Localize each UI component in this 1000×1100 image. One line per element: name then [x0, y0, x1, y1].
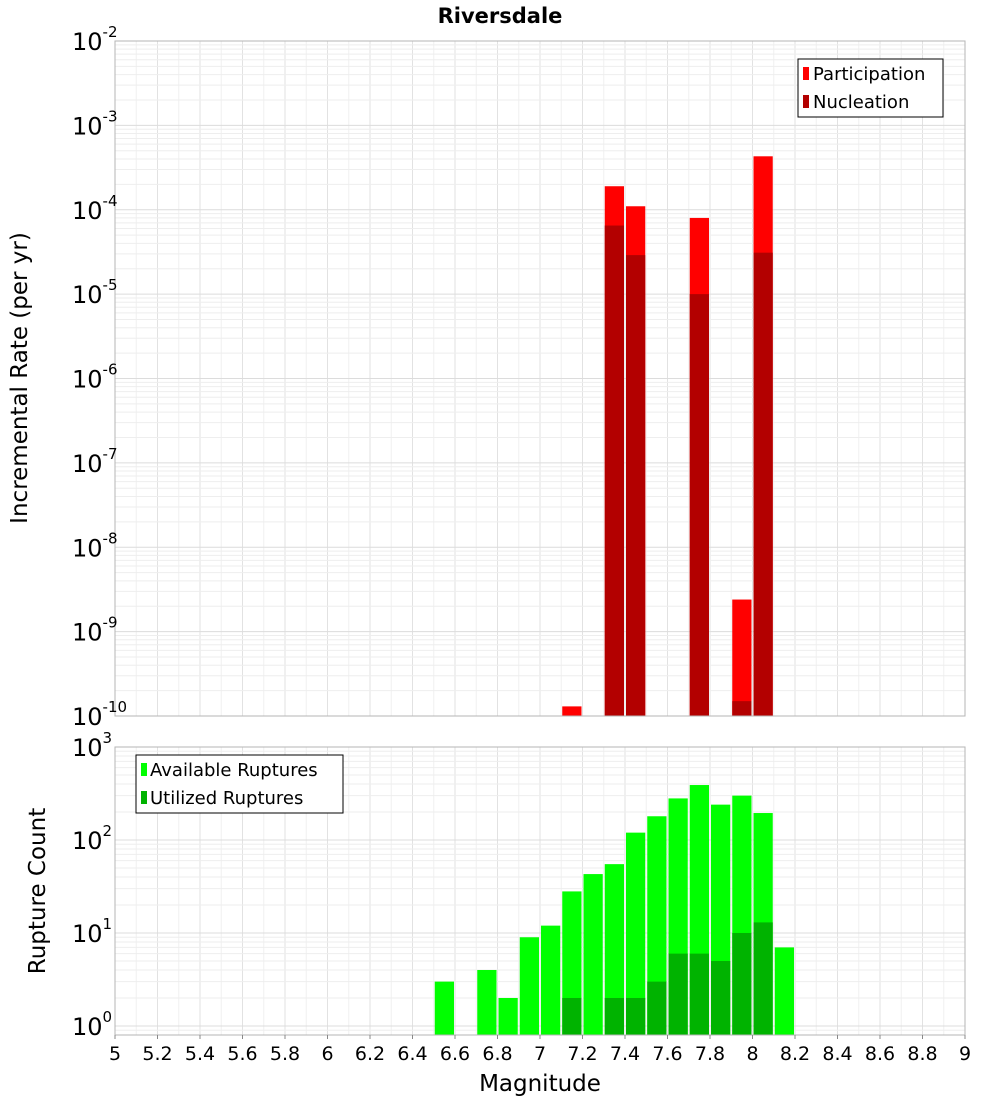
- legend-utilized-ruptures-label: Utilized Ruptures: [150, 788, 303, 809]
- top-grid: [114, 41, 966, 717]
- bottom-legend: Available Ruptures Utilized Ruptures: [135, 754, 344, 814]
- legend-nucleation-label: Nucleation: [813, 92, 909, 113]
- y-tick-label: 10-9: [72, 614, 118, 647]
- bar-participation: [562, 706, 582, 716]
- legend-available-ruptures-swatch: [141, 763, 147, 776]
- bar-utilized-ruptures: [604, 997, 624, 1035]
- top-legend: Participation Nucleation: [797, 58, 944, 118]
- bottom-y-axis-label: Rupture Count: [25, 808, 51, 974]
- y-tick-label: 10-2: [72, 23, 118, 56]
- bar-available-ruptures: [519, 937, 539, 1035]
- bar-utilized-ruptures: [732, 932, 752, 1035]
- bar-utilized-ruptures: [711, 960, 731, 1035]
- legend-nucleation-swatch: [803, 95, 809, 108]
- x-tick-label: 5: [109, 1043, 121, 1065]
- x-tick-label: 7.8: [695, 1043, 725, 1065]
- legend-participation-label: Participation: [813, 64, 925, 85]
- top-plot: 10-2 10-3 10-4 10-5 10-6 10-7 10-8 10-9 10-10 In…: [7, 23, 966, 731]
- chart-title: Riversdale: [438, 4, 563, 28]
- bottom-legend-box: [135, 754, 344, 814]
- bar-nucleation: [689, 294, 709, 716]
- bar-available-ruptures: [434, 981, 454, 1035]
- top-bars: [562, 156, 773, 717]
- top-legend-box: [797, 58, 944, 118]
- x-tick-label: 7.6: [652, 1043, 682, 1065]
- bar-nucleation: [753, 252, 773, 716]
- x-tick-label: 5.6: [227, 1043, 257, 1065]
- bar-utilized-ruptures: [689, 953, 709, 1035]
- y-tick-label: 100: [72, 1008, 112, 1041]
- x-axis-label: Magnitude: [479, 1071, 601, 1097]
- x-tick-label: 8.8: [907, 1043, 937, 1065]
- bar-nucleation: [626, 255, 646, 716]
- y-tick-label: 10-6: [72, 361, 118, 394]
- y-tick-label: 10-4: [72, 192, 118, 225]
- bar-utilized-ruptures: [562, 997, 582, 1035]
- legend-participation-swatch: [803, 67, 809, 80]
- bar-available-ruptures: [477, 969, 497, 1035]
- x-tick-label: 5.8: [270, 1043, 300, 1065]
- x-tick-label: 5.4: [185, 1043, 215, 1065]
- bar-available-ruptures: [498, 997, 518, 1035]
- bar-available-ruptures: [647, 816, 667, 1035]
- top-y-ticks: 10-2 10-3 10-4 10-5 10-6 10-7 10-8 10-9 10-10: [72, 23, 127, 731]
- y-tick-label: 102: [72, 822, 112, 855]
- x-tick-label: 8: [746, 1043, 758, 1065]
- bar-available-ruptures: [604, 864, 624, 1035]
- top-y-axis-label: Incremental Rate (per yr): [7, 232, 33, 524]
- x-ticks: 5 5.2 5.4 5.6 5.8 6 6.2 6.4 6.6 6.8 7 7.2 7.4 7.6 7.8 8…: [109, 1035, 971, 1065]
- y-tick-label: 10-7: [72, 445, 118, 478]
- bar-utilized-ruptures: [668, 953, 688, 1035]
- x-tick-label: 7.4: [610, 1043, 640, 1065]
- bar-nucleation: [732, 701, 752, 716]
- legend-utilized-ruptures-swatch: [141, 791, 147, 804]
- bar-nucleation: [604, 225, 624, 716]
- bar-participation: [732, 599, 752, 716]
- bar-available-ruptures: [626, 832, 646, 1035]
- y-tick-label: 101: [72, 915, 112, 948]
- bar-utilized-ruptures: [647, 981, 667, 1035]
- bar-utilized-ruptures: [626, 997, 646, 1035]
- x-tick-label: 9: [959, 1043, 971, 1065]
- y-tick-label: 10-8: [72, 529, 118, 562]
- y-tick-label: 10-3: [72, 107, 118, 140]
- x-tick-label: 8.2: [780, 1043, 810, 1065]
- legend-available-ruptures-label: Available Ruptures: [150, 760, 318, 781]
- x-tick-label: 6.6: [440, 1043, 470, 1065]
- x-tick-label: 7: [534, 1043, 546, 1065]
- x-tick-label: 6: [321, 1043, 333, 1065]
- x-tick-label: 8.6: [865, 1043, 895, 1065]
- x-tick-label: 6.2: [355, 1043, 385, 1065]
- x-tick-label: 7.2: [567, 1043, 597, 1065]
- bar-utilized-ruptures: [753, 922, 773, 1035]
- bottom-plot: 103 102 101 100 5 5.2 5.4 5.6 5.8 6 6.2 6.4 6.6 6.8 7…: [25, 729, 971, 1097]
- bar-available-ruptures: [583, 874, 603, 1035]
- x-tick-label: 5.2: [142, 1043, 172, 1065]
- y-tick-label: 103: [72, 729, 112, 762]
- x-tick-label: 6.4: [397, 1043, 427, 1065]
- bottom-y-ticks: 103 102 101 100: [72, 729, 112, 1041]
- x-tick-label: 6.8: [482, 1043, 512, 1065]
- top-plot-frame: [114, 40, 966, 717]
- y-tick-label: 10-10: [72, 698, 127, 731]
- bar-available-ruptures: [541, 925, 561, 1035]
- bottom-bars: [434, 785, 794, 1035]
- x-tick-label: 8.4: [822, 1043, 852, 1065]
- y-tick-label: 10-5: [72, 276, 118, 309]
- bar-available-ruptures: [774, 947, 794, 1035]
